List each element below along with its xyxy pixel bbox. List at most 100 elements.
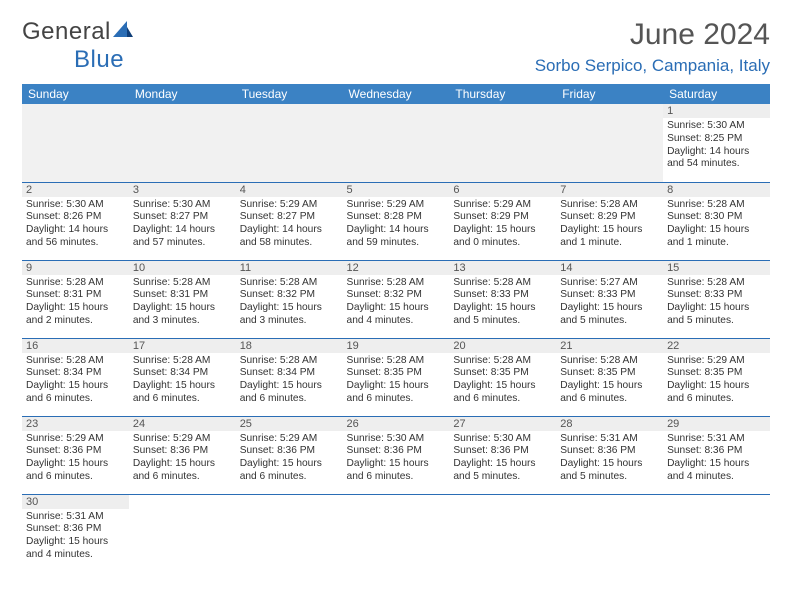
day-number: 22 (663, 339, 770, 353)
day-details: Sunrise: 5:28 AMSunset: 8:32 PMDaylight:… (343, 275, 450, 330)
calendar-leading-blank (129, 104, 236, 182)
calendar-day: 7Sunrise: 5:28 AMSunset: 8:29 PMDaylight… (556, 182, 663, 260)
calendar-blank (343, 494, 450, 572)
calendar-day: 11Sunrise: 5:28 AMSunset: 8:32 PMDayligh… (236, 260, 343, 338)
weekday-header: Saturday (663, 84, 770, 104)
day-details: Sunrise: 5:30 AMSunset: 8:27 PMDaylight:… (129, 197, 236, 252)
day-number: 26 (343, 417, 450, 431)
calendar-body: 1Sunrise: 5:30 AMSunset: 8:25 PMDaylight… (22, 104, 770, 572)
day-details: Sunrise: 5:29 AMSunset: 8:29 PMDaylight:… (449, 197, 556, 252)
calendar-day: 9Sunrise: 5:28 AMSunset: 8:31 PMDaylight… (22, 260, 129, 338)
calendar-day: 21Sunrise: 5:28 AMSunset: 8:35 PMDayligh… (556, 338, 663, 416)
calendar-row: 2Sunrise: 5:30 AMSunset: 8:26 PMDaylight… (22, 182, 770, 260)
calendar-blank (556, 494, 663, 572)
day-number: 18 (236, 339, 343, 353)
day-number: 1 (663, 104, 770, 118)
day-details: Sunrise: 5:30 AMSunset: 8:25 PMDaylight:… (663, 118, 770, 173)
sail-icon (113, 18, 133, 36)
calendar-day: 15Sunrise: 5:28 AMSunset: 8:33 PMDayligh… (663, 260, 770, 338)
calendar-row: 9Sunrise: 5:28 AMSunset: 8:31 PMDaylight… (22, 260, 770, 338)
calendar-day: 29Sunrise: 5:31 AMSunset: 8:36 PMDayligh… (663, 416, 770, 494)
brand-text: General Blue (22, 18, 133, 74)
day-details: Sunrise: 5:29 AMSunset: 8:27 PMDaylight:… (236, 197, 343, 252)
calendar-row: 1Sunrise: 5:30 AMSunset: 8:25 PMDaylight… (22, 104, 770, 182)
calendar-leading-blank (22, 104, 129, 182)
day-details: Sunrise: 5:31 AMSunset: 8:36 PMDaylight:… (663, 431, 770, 486)
calendar-leading-blank (236, 104, 343, 182)
calendar-blank (129, 494, 236, 572)
day-details: Sunrise: 5:28 AMSunset: 8:34 PMDaylight:… (22, 353, 129, 408)
calendar-day: 23Sunrise: 5:29 AMSunset: 8:36 PMDayligh… (22, 416, 129, 494)
day-details: Sunrise: 5:28 AMSunset: 8:32 PMDaylight:… (236, 275, 343, 330)
day-number: 30 (22, 495, 129, 509)
calendar-day: 20Sunrise: 5:28 AMSunset: 8:35 PMDayligh… (449, 338, 556, 416)
day-number: 5 (343, 183, 450, 197)
day-details: Sunrise: 5:29 AMSunset: 8:36 PMDaylight:… (22, 431, 129, 486)
day-details: Sunrise: 5:31 AMSunset: 8:36 PMDaylight:… (556, 431, 663, 486)
day-number: 14 (556, 261, 663, 275)
calendar-day: 1Sunrise: 5:30 AMSunset: 8:25 PMDaylight… (663, 104, 770, 182)
day-number: 7 (556, 183, 663, 197)
calendar-day: 25Sunrise: 5:29 AMSunset: 8:36 PMDayligh… (236, 416, 343, 494)
day-number: 24 (129, 417, 236, 431)
day-details: Sunrise: 5:30 AMSunset: 8:36 PMDaylight:… (449, 431, 556, 486)
brand-blue: Blue (74, 46, 124, 73)
day-number: 3 (129, 183, 236, 197)
day-number: 4 (236, 183, 343, 197)
weekday-header: Wednesday (343, 84, 450, 104)
day-number: 9 (22, 261, 129, 275)
calendar-day: 13Sunrise: 5:28 AMSunset: 8:33 PMDayligh… (449, 260, 556, 338)
day-details: Sunrise: 5:28 AMSunset: 8:31 PMDaylight:… (129, 275, 236, 330)
day-number: 20 (449, 339, 556, 353)
day-number: 12 (343, 261, 450, 275)
calendar-leading-blank (343, 104, 450, 182)
calendar-day: 17Sunrise: 5:28 AMSunset: 8:34 PMDayligh… (129, 338, 236, 416)
calendar-day: 30Sunrise: 5:31 AMSunset: 8:36 PMDayligh… (22, 494, 129, 572)
calendar-day: 3Sunrise: 5:30 AMSunset: 8:27 PMDaylight… (129, 182, 236, 260)
calendar-day: 6Sunrise: 5:29 AMSunset: 8:29 PMDaylight… (449, 182, 556, 260)
calendar-blank (449, 494, 556, 572)
day-details: Sunrise: 5:29 AMSunset: 8:28 PMDaylight:… (343, 197, 450, 252)
weekday-header: Friday (556, 84, 663, 104)
calendar-day: 27Sunrise: 5:30 AMSunset: 8:36 PMDayligh… (449, 416, 556, 494)
calendar-day: 10Sunrise: 5:28 AMSunset: 8:31 PMDayligh… (129, 260, 236, 338)
calendar-table: Sunday Monday Tuesday Wednesday Thursday… (22, 84, 770, 572)
day-details: Sunrise: 5:31 AMSunset: 8:36 PMDaylight:… (22, 509, 129, 564)
calendar-day: 16Sunrise: 5:28 AMSunset: 8:34 PMDayligh… (22, 338, 129, 416)
calendar-leading-blank (556, 104, 663, 182)
day-number: 2 (22, 183, 129, 197)
calendar-day: 24Sunrise: 5:29 AMSunset: 8:36 PMDayligh… (129, 416, 236, 494)
calendar-blank (663, 494, 770, 572)
day-number: 23 (22, 417, 129, 431)
calendar-day: 22Sunrise: 5:29 AMSunset: 8:35 PMDayligh… (663, 338, 770, 416)
day-details: Sunrise: 5:28 AMSunset: 8:33 PMDaylight:… (449, 275, 556, 330)
day-details: Sunrise: 5:28 AMSunset: 8:34 PMDaylight:… (236, 353, 343, 408)
day-number: 27 (449, 417, 556, 431)
day-number: 29 (663, 417, 770, 431)
day-details: Sunrise: 5:29 AMSunset: 8:36 PMDaylight:… (236, 431, 343, 486)
page-header: General Blue June 2024 Sorbo Serpico, Ca… (22, 18, 770, 76)
day-details: Sunrise: 5:30 AMSunset: 8:36 PMDaylight:… (343, 431, 450, 486)
location-subtitle: Sorbo Serpico, Campania, Italy (535, 56, 770, 76)
day-details: Sunrise: 5:28 AMSunset: 8:34 PMDaylight:… (129, 353, 236, 408)
calendar-day: 8Sunrise: 5:28 AMSunset: 8:30 PMDaylight… (663, 182, 770, 260)
calendar-day: 5Sunrise: 5:29 AMSunset: 8:28 PMDaylight… (343, 182, 450, 260)
calendar-day: 19Sunrise: 5:28 AMSunset: 8:35 PMDayligh… (343, 338, 450, 416)
weekday-header-row: Sunday Monday Tuesday Wednesday Thursday… (22, 84, 770, 104)
weekday-header: Thursday (449, 84, 556, 104)
calendar-day: 28Sunrise: 5:31 AMSunset: 8:36 PMDayligh… (556, 416, 663, 494)
day-number: 28 (556, 417, 663, 431)
title-block: June 2024 Sorbo Serpico, Campania, Italy (535, 18, 770, 76)
day-number: 10 (129, 261, 236, 275)
day-details: Sunrise: 5:28 AMSunset: 8:33 PMDaylight:… (663, 275, 770, 330)
calendar-day: 26Sunrise: 5:30 AMSunset: 8:36 PMDayligh… (343, 416, 450, 494)
day-number: 13 (449, 261, 556, 275)
weekday-header: Sunday (22, 84, 129, 104)
calendar-day: 18Sunrise: 5:28 AMSunset: 8:34 PMDayligh… (236, 338, 343, 416)
calendar-day: 14Sunrise: 5:27 AMSunset: 8:33 PMDayligh… (556, 260, 663, 338)
day-number: 25 (236, 417, 343, 431)
calendar-leading-blank (449, 104, 556, 182)
day-number: 19 (343, 339, 450, 353)
weekday-header: Monday (129, 84, 236, 104)
calendar-day: 12Sunrise: 5:28 AMSunset: 8:32 PMDayligh… (343, 260, 450, 338)
